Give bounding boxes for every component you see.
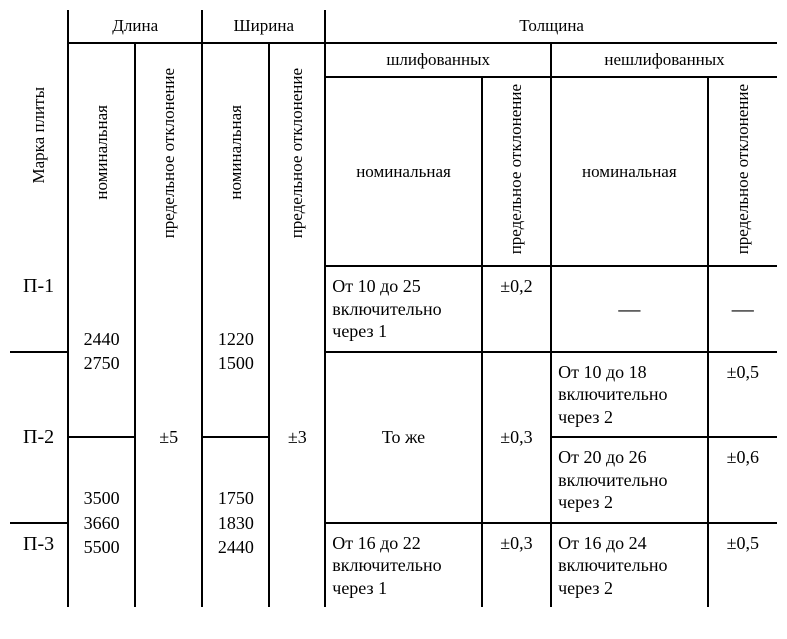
col-width-nominal: номинальная bbox=[202, 43, 269, 266]
length-dev: ±5 bbox=[135, 266, 202, 607]
col-polished-nominal: номинальная bbox=[325, 77, 482, 266]
p3-polished-dev: ±0,3 bbox=[482, 523, 551, 608]
col-marka: Марка плиты bbox=[10, 10, 68, 266]
col-length-nominal: номинальная bbox=[68, 43, 135, 266]
col-length-deviation: предельное отклонение bbox=[135, 43, 202, 266]
row-p1: П-1 2440 2750 ±5 1220 1500 ±3 От 10 до 2… bbox=[10, 266, 777, 352]
p2-unpolished-nom-a: От 10 до 18 включитель­но через 2 bbox=[551, 352, 708, 438]
width-group1: 1220 1500 bbox=[202, 266, 269, 437]
col-thickness: Толщина bbox=[325, 10, 777, 43]
p1-unpolished-dev: — bbox=[708, 266, 777, 352]
col-width: Ширина bbox=[202, 10, 325, 43]
col-polished-deviation: предельное отклонение bbox=[482, 77, 551, 266]
mark-p1: П-1 bbox=[10, 266, 68, 352]
p2-unpolished-dev-a: ±0,5 bbox=[708, 352, 777, 438]
length-group2: 3500 3660 5500 bbox=[68, 437, 135, 607]
col-polished: шлифованных bbox=[325, 43, 551, 77]
mark-p2: П-2 bbox=[10, 352, 68, 523]
p3-polished-nom: От 16 до 22 включитель­но через 1 bbox=[325, 523, 482, 608]
p1-polished-dev: ±0,2 bbox=[482, 266, 551, 352]
p2-unpolished-nom-b: От 20 до 26 включитель­но через 2 bbox=[551, 437, 708, 523]
width-dev: ±3 bbox=[269, 266, 325, 607]
header-row-1: Марка плиты Длина Ширина Толщина bbox=[10, 10, 777, 43]
p1-unpolished-nom: — bbox=[551, 266, 708, 352]
col-length: Длина bbox=[68, 10, 202, 43]
p2-polished-nom: То же bbox=[325, 352, 482, 523]
length-group1: 2440 2750 bbox=[68, 266, 135, 437]
header-row-2: номинальная предельное отклонение номина… bbox=[10, 43, 777, 77]
width-group2: 1750 1830 2440 bbox=[202, 437, 269, 607]
p1-polished-nom: От 10 до 25 включитель­но через 1 bbox=[325, 266, 482, 352]
p2-unpolished-dev-b: ±0,6 bbox=[708, 437, 777, 523]
col-unpolished: нешлифованных bbox=[551, 43, 777, 77]
p3-unpolished-nom: От 16 до 24 включитель­но через 2 bbox=[551, 523, 708, 608]
col-unpolished-nominal: номинальная bbox=[551, 77, 708, 266]
mark-p3: П-3 bbox=[10, 523, 68, 608]
marka-label: Марка плиты bbox=[29, 81, 49, 190]
spec-table: Марка плиты Длина Ширина Толщина номинал… bbox=[10, 10, 777, 607]
p2-polished-dev: ±0,3 bbox=[482, 352, 551, 523]
col-width-deviation: предельное отклонение bbox=[269, 43, 325, 266]
p3-unpolished-dev: ±0,5 bbox=[708, 523, 777, 608]
col-unpolished-deviation: предельное отклонение bbox=[708, 77, 777, 266]
